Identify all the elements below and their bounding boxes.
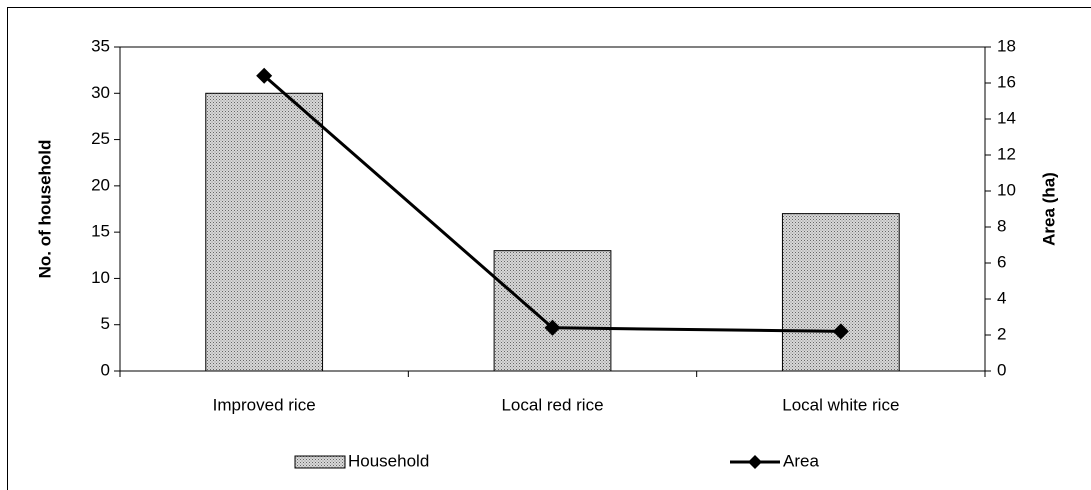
line-marker xyxy=(256,67,273,84)
line-marker xyxy=(832,323,849,340)
y2-axis-title: Area (ha) xyxy=(1039,172,1058,246)
y2-tick-label: 2 xyxy=(997,324,1006,343)
y2-tick-label: 0 xyxy=(997,360,1006,379)
y2-tick-label: 18 xyxy=(997,36,1016,55)
y-tick-label: 35 xyxy=(91,36,110,55)
y2-tick-label: 10 xyxy=(997,180,1016,199)
y2-tick-label: 16 xyxy=(997,72,1016,91)
bar xyxy=(781,213,900,372)
y-tick-label: 20 xyxy=(91,175,110,194)
line-marker xyxy=(544,319,561,336)
legend-marker xyxy=(748,455,762,469)
y-tick-label: 25 xyxy=(91,129,110,148)
y-axis-title: No. of household xyxy=(35,140,54,279)
y2-tick-label: 12 xyxy=(997,144,1016,163)
legend-swatch xyxy=(294,455,346,469)
chart-frame xyxy=(7,7,1091,490)
y-tick-label: 15 xyxy=(91,222,110,241)
bar xyxy=(493,250,612,372)
legend-label: Area xyxy=(783,451,819,470)
x-tick-label: Improved rice xyxy=(213,395,316,414)
y-tick-label: 5 xyxy=(101,314,110,333)
y2-tick-label: 8 xyxy=(997,216,1006,235)
x-tick-label: Local red rice xyxy=(501,395,603,414)
y2-tick-label: 14 xyxy=(997,108,1016,127)
y-tick-label: 10 xyxy=(91,268,110,287)
bar xyxy=(205,92,324,372)
y2-tick-label: 6 xyxy=(997,252,1006,271)
y-tick-label: 0 xyxy=(101,360,110,379)
y-tick-label: 30 xyxy=(91,83,110,102)
legend-label: Household xyxy=(348,451,429,470)
y2-tick-label: 4 xyxy=(997,288,1006,307)
x-tick-label: Local white rice xyxy=(782,395,899,414)
